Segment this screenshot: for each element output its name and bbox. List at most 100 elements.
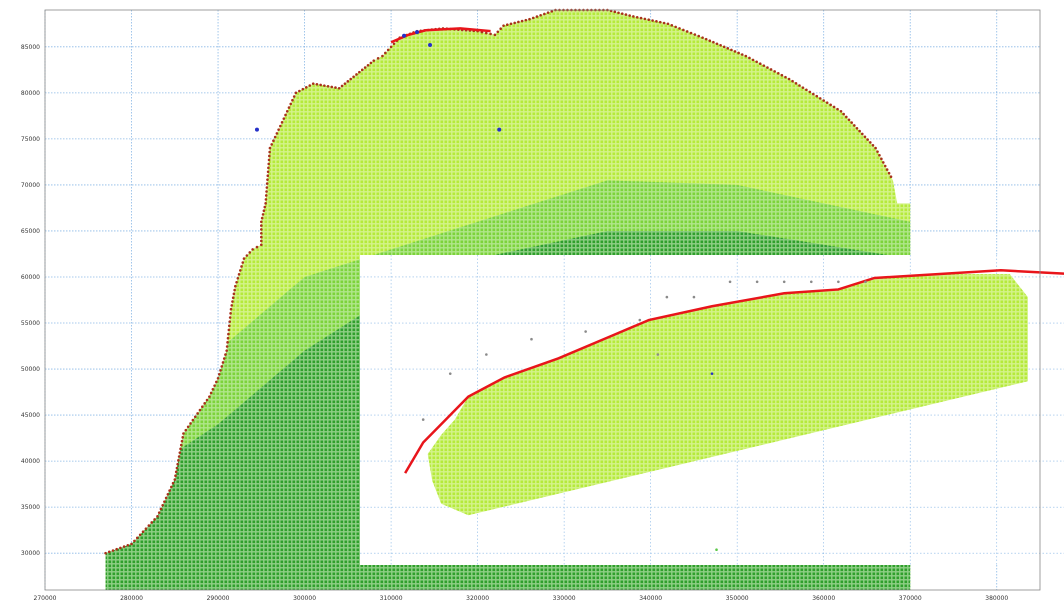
coastline-point: [182, 432, 185, 435]
coastline-point: [651, 19, 654, 22]
coastline-point: [868, 141, 872, 144]
coastline-point: [883, 164, 887, 168]
coastline-point: [308, 84, 312, 87]
coastline-point: [208, 395, 211, 398]
coastline-point: [539, 13, 542, 17]
coastline-point: [876, 150, 879, 153]
coastline-point: [268, 150, 271, 154]
coastline-point: [235, 280, 238, 284]
coastline-point: [360, 68, 364, 72]
coastline-point: [156, 515, 159, 518]
coastline-point: [224, 353, 227, 356]
coastline-point: [315, 83, 319, 86]
coastline-point: [801, 86, 805, 89]
blue-point-3: [497, 127, 502, 132]
coastline-point: [147, 524, 151, 527]
x-tick-label: 370000: [899, 595, 922, 602]
coastline-point: [818, 97, 822, 100]
coastline-point: [220, 365, 224, 368]
coastline-point: [266, 174, 270, 178]
coastline-point: [227, 324, 231, 328]
coastline-point: [122, 545, 126, 548]
inset-point-6: [665, 295, 669, 299]
coastline-point: [693, 33, 697, 36]
coastline-point: [829, 103, 832, 107]
coastline-point: [524, 18, 528, 22]
coastline-point: [392, 42, 396, 46]
coastline-point: [179, 447, 182, 451]
coastline-point: [701, 36, 704, 39]
coastline-point: [133, 539, 136, 543]
coastline-point: [773, 70, 776, 73]
coastline-point: [493, 33, 497, 37]
coastline-point: [275, 132, 279, 135]
coastline-point: [839, 109, 843, 113]
coastline-point: [639, 16, 643, 20]
axes-layer: [44, 9, 1041, 591]
coastline-point: [225, 349, 228, 352]
coastline-point: [704, 37, 708, 41]
coastline-point: [260, 228, 263, 231]
coastline-point: [115, 547, 118, 551]
coastline-point: [260, 239, 263, 243]
coastline-point: [850, 121, 853, 124]
coastline-point: [164, 496, 168, 500]
coastline-point: [270, 143, 273, 146]
coastline-point: [535, 15, 539, 18]
coastline-point: [513, 21, 516, 25]
coastline-point: [878, 153, 881, 157]
coastline-point: [248, 251, 252, 254]
x-tick-label: 350000: [726, 595, 749, 602]
coastline-point: [643, 17, 647, 21]
inset-point-7: [692, 295, 696, 299]
coastline-point: [674, 25, 677, 29]
coastline-point: [227, 328, 231, 332]
coastline-point: [292, 95, 296, 98]
coastline-point: [163, 500, 166, 503]
coastline-point: [726, 47, 730, 50]
coastline-point: [832, 105, 836, 109]
coastline-point: [847, 118, 851, 122]
coastline-point: [289, 102, 293, 106]
coastline-point: [381, 54, 384, 58]
coastline-point: [298, 89, 301, 93]
coastline-point: [211, 388, 215, 391]
coastline-point: [496, 30, 500, 34]
coastline-point: [272, 139, 275, 143]
coastline-point: [261, 213, 265, 216]
coastline-point: [791, 79, 794, 83]
coastline-point: [812, 92, 815, 96]
coastline-point: [262, 209, 266, 212]
coastline-point: [179, 443, 183, 447]
coastline-point: [232, 292, 236, 296]
coastline-point: [343, 82, 347, 85]
coastline-point: [196, 412, 199, 415]
coastline-point: [858, 129, 861, 133]
coastline-point: [294, 91, 298, 95]
coastline-point: [181, 436, 185, 439]
coastline-point: [662, 21, 666, 25]
inset-point-16: [656, 353, 660, 356]
coastline-point: [191, 418, 195, 422]
coastline-point: [273, 135, 277, 139]
coastline-point: [528, 17, 531, 21]
coastline-point: [189, 422, 192, 425]
coastline-point: [222, 357, 226, 360]
coastline-point: [175, 466, 179, 470]
coastline-point: [159, 507, 163, 511]
coastline-point: [730, 48, 733, 52]
coastline-point: [138, 533, 142, 537]
coastline-point: [546, 11, 550, 14]
coastline-point: [740, 53, 744, 56]
coastline-point: [352, 75, 355, 79]
coastline-point: [784, 75, 787, 79]
coastline-point: [193, 415, 197, 419]
y-tick-label: 40000: [21, 458, 40, 465]
coastline-point: [119, 546, 122, 550]
coastline-point: [712, 40, 715, 44]
coastline-point: [180, 439, 184, 443]
x-tick-label: 280000: [120, 595, 143, 602]
coastline-point: [229, 312, 232, 315]
coastline-point: [198, 408, 202, 412]
coastline-point: [620, 12, 624, 15]
